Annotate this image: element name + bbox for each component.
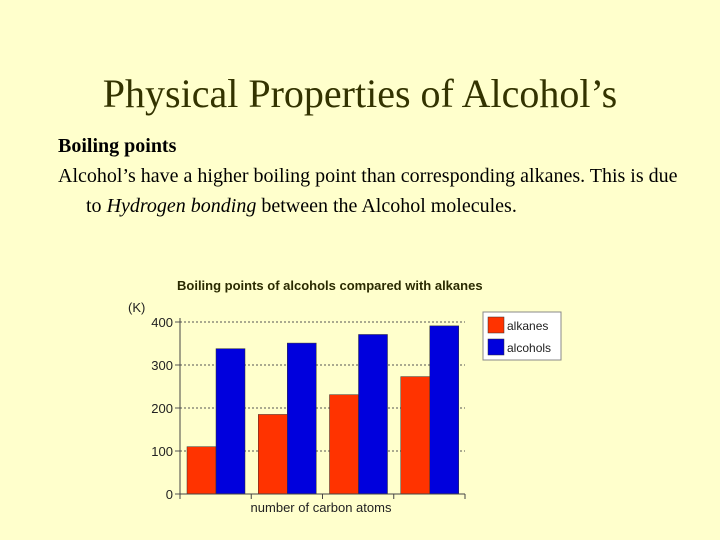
description-text-2: between the Alcohol molecules.: [256, 195, 517, 217]
y-tick-label: 300: [151, 358, 173, 373]
bar-alkanes-2: [258, 414, 288, 495]
y-tick-label: 100: [151, 444, 173, 459]
slide-title: Physical Properties of Alcohol’s: [102, 71, 618, 116]
bar-alkanes-3: [329, 394, 359, 495]
x-axis-label: number of carbon atoms: [251, 500, 392, 515]
bar-alkanes-1: [186, 446, 217, 495]
description-italic: Hydrogen bonding: [106, 195, 257, 217]
bar-alcohols-2: [287, 342, 317, 495]
legend-label-alkanes: alkanes: [507, 319, 548, 333]
y-tick-label: 400: [151, 315, 173, 330]
bar-alcohols-3: [358, 334, 388, 495]
description-paragraph: Alcohol’s have a higher boiling point th…: [58, 161, 698, 221]
body-text: Boiling points Alcohol’s have a higher b…: [58, 131, 698, 221]
section-heading: Boiling points: [58, 135, 177, 157]
bar-alcohols-4: [429, 325, 459, 495]
legend-swatch-alkanes: [487, 316, 505, 334]
y-axis-label: (K): [128, 300, 145, 315]
legend-label-alcohols: alcohols: [507, 341, 551, 355]
bar-alkanes-4: [400, 376, 430, 495]
y-tick-label: 0: [166, 487, 173, 502]
y-tick-label: 200: [151, 401, 173, 416]
bar-alcohols-1: [215, 348, 246, 495]
legend-swatch-alcohols: [487, 338, 505, 356]
description-text-1: Alcohol’s have a higher boiling point th…: [58, 165, 678, 217]
chart-title: Boiling points of alcohols compared with…: [177, 278, 483, 293]
